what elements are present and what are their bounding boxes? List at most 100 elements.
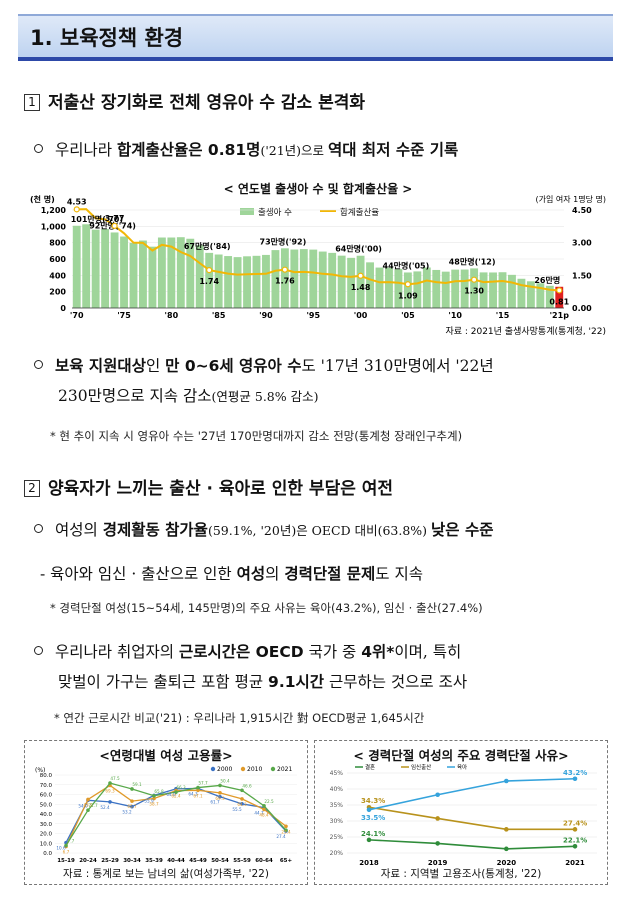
data-point bbox=[572, 776, 578, 782]
birth-bar bbox=[385, 267, 393, 308]
birth-bar bbox=[157, 237, 166, 308]
data-label: 44.7 bbox=[254, 811, 264, 816]
data-point bbox=[218, 791, 222, 795]
section1-note: * 현 추이 지속 시 영유아 수는 '27년 170만명대까지 감소 전망(통… bbox=[50, 429, 463, 443]
births-chart-svg: (천 명) (가임 여자 1명당 명) 출생아 수 합계출산율 1,200 1,000 80… bbox=[30, 194, 606, 337]
data-point bbox=[262, 807, 266, 812]
y-tick-label: 70.0 bbox=[40, 783, 53, 789]
y-tick-label: 40.0 bbox=[40, 812, 53, 818]
y-axis-unit: (%) bbox=[35, 767, 45, 774]
y-tick-label: 60.0 bbox=[40, 793, 53, 799]
x-tick-label: 35-39 bbox=[145, 858, 163, 864]
page-title: 1. 보육정책 환경 bbox=[30, 26, 184, 50]
x-tick-label: 60-64 bbox=[255, 858, 273, 864]
tfr-marker bbox=[471, 276, 478, 283]
y2-tick-label: 0.00 bbox=[572, 304, 592, 313]
birth-bar bbox=[129, 242, 138, 308]
data-point bbox=[196, 785, 200, 790]
y-tick-label: 45% bbox=[330, 770, 344, 777]
circle-bullet-icon bbox=[34, 144, 43, 153]
tfr-line bbox=[76, 208, 560, 292]
data-label: 54.0 bbox=[78, 803, 88, 808]
births-chart-source: 자료 : 2021년 출생사망통계(통계청, '22) bbox=[445, 325, 606, 337]
x-tick-label: 45-49 bbox=[189, 858, 207, 864]
birth-bar bbox=[470, 268, 479, 308]
data-point bbox=[130, 787, 134, 791]
x-tick-label: '00 bbox=[354, 311, 368, 320]
births-chart-title: < 연도별 출생아 수 및 합계출산율 > bbox=[223, 182, 413, 196]
y-tick-label: 20% bbox=[330, 850, 344, 857]
x-tick-label: 2020 bbox=[497, 859, 517, 867]
title-band bbox=[18, 14, 613, 60]
birth-bar bbox=[110, 232, 119, 308]
data-point bbox=[366, 837, 372, 843]
y-tick-label: 400 bbox=[49, 271, 66, 280]
birth-bar bbox=[120, 236, 128, 308]
tfr-annotation: 4.53 bbox=[67, 197, 87, 206]
birth-bar bbox=[139, 240, 147, 308]
birth-annotation: 101만명('70) bbox=[71, 214, 123, 224]
birth-bar bbox=[375, 267, 384, 308]
section2-note2: * 연간 근로시간 비교('21) : 우리나라 1,915시간 對 OECD평… bbox=[54, 711, 425, 725]
birth-bar bbox=[72, 225, 81, 308]
legend-label: 2000 bbox=[217, 766, 232, 773]
section1-heading-text: 저출산 장기화로 전체 영유아 수 감소 본격화 bbox=[48, 93, 366, 113]
section2-bullet1: 여성의 경제활동 참가율(59.1%, '20년)은 OECD 대비(63.8%… bbox=[34, 518, 493, 540]
y-tick-label: 40% bbox=[330, 786, 344, 793]
birth-bar bbox=[243, 256, 251, 308]
data-label: 7.7 bbox=[68, 838, 75, 843]
series-line-결혼 bbox=[368, 839, 576, 850]
x-tick-label: 65+ bbox=[280, 858, 293, 864]
tfr-annotation: 0.81 bbox=[549, 297, 569, 306]
x-tick-label: 20-24 bbox=[79, 858, 97, 864]
birth-bar bbox=[214, 254, 223, 308]
data-label: 22.5 bbox=[264, 799, 274, 804]
y-tick-label: 35% bbox=[330, 802, 344, 809]
section1-bullet2: 보육 지원대상인 만 0~6세 영유아 수도 '17년 310만명에서 '22년 bbox=[34, 354, 494, 376]
y-axis-unit: (천 명) bbox=[30, 194, 55, 204]
data-label: 43.9 bbox=[83, 802, 93, 807]
section2-bullet2: 우리나라 취업자의 근로시간은 OECD 국가 중 4위*이며, 특히 bbox=[34, 640, 461, 662]
data-point bbox=[174, 790, 178, 794]
birth-bar bbox=[451, 269, 460, 308]
data-label: 59.1 bbox=[132, 782, 142, 787]
legend-marker bbox=[240, 766, 246, 772]
data-point bbox=[572, 827, 578, 832]
employment-chart-title: <연령대별 여성 고용률> bbox=[99, 748, 233, 763]
y2-tick-label: 1.50 bbox=[572, 271, 592, 280]
data-label: 55.5 bbox=[232, 807, 242, 812]
y2-axis-unit: (가임 여자 1명당 명) bbox=[536, 194, 606, 204]
birth-bar bbox=[262, 254, 270, 308]
birth-bar bbox=[176, 237, 185, 308]
birth-bar bbox=[545, 285, 554, 308]
legend-marker bbox=[210, 766, 216, 772]
birth-bar bbox=[195, 245, 204, 308]
data-point bbox=[572, 843, 578, 849]
data-label: 64.0 bbox=[166, 792, 176, 797]
x-tick-label: '10 bbox=[448, 311, 462, 320]
data-label: 67.1 bbox=[193, 793, 203, 798]
data-label: 55.9 bbox=[144, 798, 154, 803]
tfr-marker bbox=[357, 272, 364, 279]
x-tick-label: 2019 bbox=[428, 859, 448, 867]
y-tick-label: 30% bbox=[330, 818, 344, 825]
title-rule bbox=[18, 57, 613, 61]
data-label: 66.3 bbox=[176, 785, 186, 790]
y-tick-label: 600 bbox=[49, 255, 66, 264]
birth-bar bbox=[432, 269, 441, 308]
data-point bbox=[152, 793, 156, 798]
birth-bar bbox=[422, 267, 431, 308]
birth-bar bbox=[299, 249, 308, 308]
tfr-annotation: 1.48 bbox=[351, 283, 371, 292]
data-point bbox=[366, 807, 372, 813]
data-point bbox=[240, 797, 244, 801]
legend-label: 2021 bbox=[277, 766, 292, 773]
birth-bar bbox=[91, 229, 100, 308]
legend-label: 육아 bbox=[457, 763, 467, 771]
data-point bbox=[504, 846, 509, 852]
section2-heading-text: 양육자가 느끼는 출산 · 육아로 인한 부담은 여전 bbox=[48, 479, 394, 499]
data-label: 69.3 bbox=[105, 788, 115, 793]
birth-bar bbox=[328, 252, 337, 308]
y-tick-label: 800 bbox=[49, 239, 66, 248]
section1-number-box: 1 bbox=[24, 94, 40, 111]
